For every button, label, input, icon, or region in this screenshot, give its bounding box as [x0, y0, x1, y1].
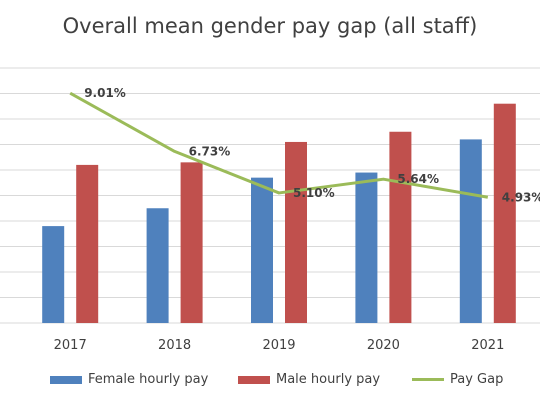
x-tick-2019: 2019 [262, 338, 295, 353]
paygap-label-2018: 6.73% [189, 144, 231, 158]
bar-male-2017 [76, 164, 99, 323]
bar-female-2017 [42, 226, 65, 323]
chart-legend: Female hourly pay Male hourly pay Pay Ga… [0, 372, 540, 390]
bar-male-2018 [180, 162, 203, 323]
x-tick-2021: 2021 [471, 338, 504, 353]
bar-female-2020 [355, 172, 378, 323]
chart-title: Overall mean gender pay gap (all staff) [62, 14, 478, 38]
bar-male-2021 [493, 103, 516, 323]
x-tick-2020: 2020 [367, 338, 400, 353]
legend-swatch-male [238, 375, 270, 384]
legend-label-paygap: Pay Gap [450, 372, 504, 387]
bar-female-2021 [459, 139, 482, 323]
paygap-line [69, 91, 489, 199]
paygap-label-2017: 9.01% [84, 86, 126, 100]
bar-male-2020 [389, 131, 412, 323]
legend-item-paygap: Pay Gap [412, 372, 503, 387]
x-tick-2017: 2017 [54, 338, 87, 353]
legend-item-male: Male hourly pay [238, 372, 380, 387]
legend-label-female: Female hourly pay [88, 372, 209, 387]
x-tick-2018: 2018 [158, 338, 191, 353]
paygap-label-2021: 4.93% [502, 190, 540, 204]
bar-male-2019 [285, 141, 307, 323]
legend-swatch-paygap [412, 378, 444, 381]
paygap-label-2019: 5.10% [293, 186, 335, 200]
legend-label-male: Male hourly pay [276, 372, 381, 387]
paygap-label-2020: 5.64% [397, 172, 439, 186]
legend-item-female: Female hourly pay [50, 372, 208, 387]
bar-female-2018 [146, 208, 169, 323]
legend-swatch-female [50, 375, 82, 384]
bar-female-2019 [251, 177, 273, 323]
